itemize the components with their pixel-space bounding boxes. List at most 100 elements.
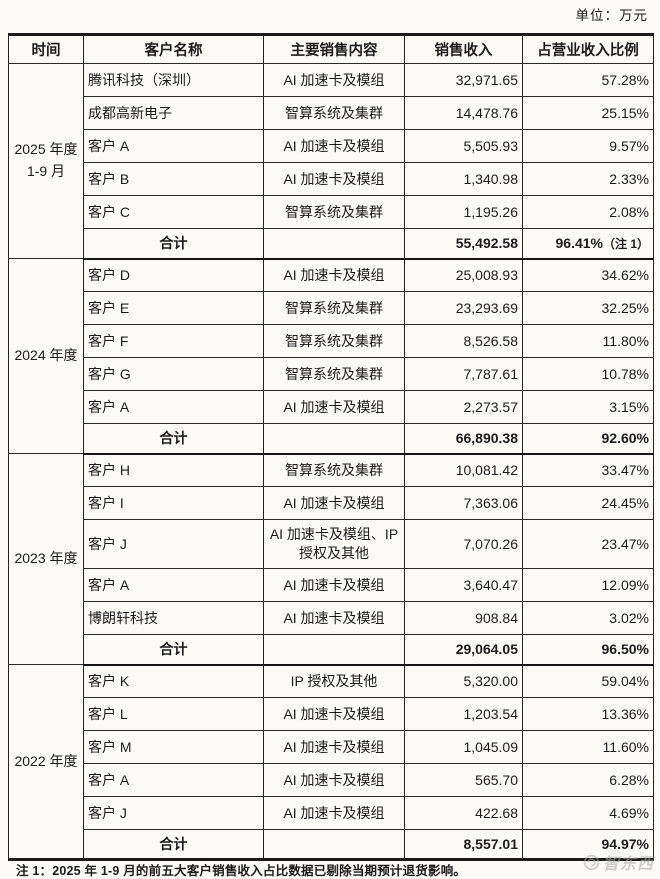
total-ratio-value: 96.41% [555, 234, 603, 251]
revenue-cell: 5,505.93 [404, 129, 523, 163]
total-revenue-cell: 55,492.58 [404, 228, 523, 260]
period-cell-2025: 2025 年度 1-9 月 [8, 63, 84, 259]
revenue-cell: 8,526.58 [404, 324, 523, 358]
ratio-cell: 34.62% [522, 258, 654, 292]
header-cell-ratio: 占营业收入比例 [522, 34, 654, 64]
ratio-cell: 32.25% [522, 291, 654, 325]
total-revenue-cell: 29,064.05 [404, 634, 523, 666]
ratio-cell: 10.78% [522, 357, 654, 391]
content-cell: AI 加速卡及模组 [263, 258, 405, 292]
table-row: 客户 A AI 加速卡及模组 565.70 6.28% [9, 763, 654, 797]
revenue-cell: 1,045.09 [404, 730, 523, 764]
total-ratio-cell: 96.41%（注 1） [522, 228, 654, 260]
table-row: 2024 年度 客户 D AI 加速卡及模组 25,008.93 34.62% [8, 258, 654, 454]
customer-cell: 客户 A [83, 390, 264, 424]
customer-cell: 客户 D [83, 258, 264, 292]
header-cell-revenue: 销售收入 [404, 34, 523, 64]
watermark-text: 智东西 [602, 856, 654, 873]
ratio-cell: 4.69% [522, 796, 654, 830]
content-cell: 智算系统及集群 [263, 357, 405, 391]
content-cell-empty [263, 829, 405, 861]
content-cell: AI 加速卡及模组 [263, 601, 405, 635]
period-line1: 2024 年度 [14, 347, 78, 364]
content-cell: AI 加速卡及模组 [263, 486, 405, 520]
content-cell-empty [263, 228, 405, 260]
table-row: 客户 I AI 加速卡及模组 7,363.06 24.45% [9, 486, 654, 520]
total-revenue-cell: 8,557.01 [404, 829, 523, 861]
content-cell: 智算系统及集群 [263, 96, 405, 130]
table-row: 客户 M AI 加速卡及模组 1,045.09 11.60% [9, 730, 654, 764]
total-ratio-note: （注 1） [602, 236, 649, 251]
content-cell: 智算系统及集群 [263, 453, 405, 487]
table-row: 2022 年度 客户 K IP 授权及其他 5,320.00 59.04% [8, 664, 654, 860]
content-cell: AI 加速卡及模组 [263, 730, 405, 764]
ratio-cell: 23.47% [522, 519, 654, 569]
customer-cell: 客户 M [83, 730, 264, 764]
customer-cell: 成都高新电子 [83, 96, 264, 130]
customer-cell: 客户 G [83, 357, 264, 391]
content-cell: IP 授权及其他 [263, 664, 405, 698]
table-row: 客户 A AI 加速卡及模组 3,640.47 12.09% [9, 568, 654, 602]
table-row: 2025 年度 1-9 月 腾讯科技（深圳） AI 加速卡及模组 32,971.… [8, 63, 654, 259]
revenue-cell: 1,195.26 [404, 195, 523, 229]
total-row: 合计 8,557.01 94.97% [9, 829, 654, 861]
footnote: 注 1：2025 年 1-9 月的前五大客户销售收入占比数据已剔除当期预计退货影… [16, 864, 467, 878]
revenue-cell: 10,081.42 [404, 453, 523, 487]
total-row: 合计 55,492.58 96.41%（注 1） [9, 228, 654, 260]
period-cell-2022: 2022 年度 [8, 664, 84, 860]
period-cell-2023: 2023 年度 [8, 453, 84, 665]
table-row: 客户 A AI 加速卡及模组 5,505.93 9.57% [9, 129, 654, 163]
header-cell-period: 时间 [8, 34, 84, 64]
ratio-cell: 33.47% [522, 453, 654, 487]
customer-cell: 客户 K [83, 664, 264, 698]
content-cell: 智算系统及集群 [263, 291, 405, 325]
ratio-cell: 3.02% [522, 601, 654, 635]
revenue-cell: 908.84 [404, 601, 523, 635]
revenue-cell: 565.70 [404, 763, 523, 797]
revenue-cell: 7,363.06 [404, 486, 523, 520]
period-line1: 2025 年度 [14, 141, 78, 158]
revenue-cell: 2,273.57 [404, 390, 523, 424]
content-cell: AI 加速卡及模组 [263, 162, 405, 196]
ratio-cell: 59.04% [522, 664, 654, 698]
total-revenue-cell: 66,890.38 [404, 423, 523, 455]
period-line1: 2022 年度 [14, 752, 78, 769]
customer-cell: 客户 H [83, 453, 264, 487]
content-cell: AI 加速卡及模组 [263, 568, 405, 602]
revenue-cell: 25,008.93 [404, 258, 523, 292]
top-customers-table: 时间 客户名称 主要销售内容 销售收入 占营业收入比例 2025 年度 1-9 … [8, 33, 654, 861]
table-row: 客户 G 智算系统及集群 7,787.61 10.78% [9, 357, 654, 391]
table-row: 客户 J AI 加速卡及模组 422.68 4.69% [9, 796, 654, 830]
customer-cell: 客户 A [83, 129, 264, 163]
content-cell: AI 加速卡及模组 [263, 63, 405, 97]
content-cell: AI 加速卡及模组 [263, 763, 405, 797]
content-cell-empty [263, 423, 405, 455]
table-row: 2023 年度 客户 H 智算系统及集群 10,081.42 33.47% [8, 453, 654, 665]
ratio-cell: 12.09% [522, 568, 654, 602]
revenue-cell: 23,293.69 [404, 291, 523, 325]
table-row: 博朗轩科技 AI 加速卡及模组 908.84 3.02% [9, 601, 654, 635]
ratio-cell: 3.15% [522, 390, 654, 424]
period-line2: 1-9 月 [26, 163, 66, 179]
customer-cell: 博朗轩科技 [83, 601, 264, 635]
unit-label: 单位：万元 [575, 8, 648, 23]
content-cell: AI 加速卡及模组 [263, 796, 405, 830]
ratio-cell: 11.80% [522, 324, 654, 358]
ratio-cell: 57.28% [522, 63, 654, 97]
customer-cell: 客户 J [83, 519, 264, 569]
ratio-cell: 2.33% [522, 162, 654, 196]
table-row: 客户 F 智算系统及集群 8,526.58 11.80% [9, 324, 654, 358]
customer-cell: 客户 A [83, 568, 264, 602]
content-cell-empty [263, 634, 405, 666]
period-cell-2024: 2024 年度 [8, 258, 84, 454]
total-ratio-cell: 96.50% [522, 634, 654, 666]
customer-cell: 客户 J [83, 796, 264, 830]
table-row: 客户 E 智算系统及集群 23,293.69 32.25% [9, 291, 654, 325]
customer-cell: 腾讯科技（深圳） [83, 63, 264, 97]
table-row: 客户 A AI 加速卡及模组 2,273.57 3.15% [9, 390, 654, 424]
table-row: 成都高新电子 智算系统及集群 14,478.76 25.15% [9, 96, 654, 130]
ratio-cell: 9.57% [522, 129, 654, 163]
total-row: 合计 66,890.38 92.60% [9, 423, 654, 455]
ratio-cell: 24.45% [522, 486, 654, 520]
